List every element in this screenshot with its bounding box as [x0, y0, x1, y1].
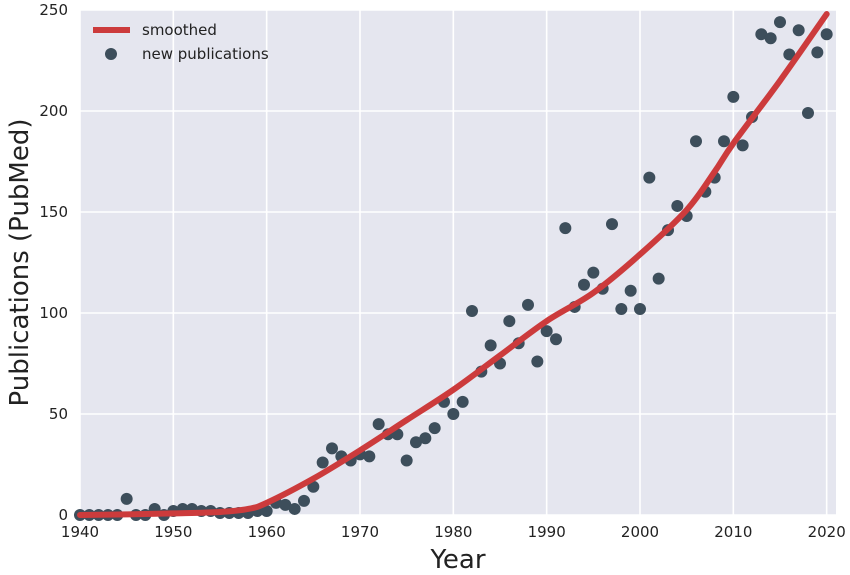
grid-lines [79, 9, 836, 516]
x-tick-label: 1940 [61, 523, 99, 541]
data-point [652, 272, 665, 285]
plot-background [80, 10, 836, 515]
x-tick-label: 1990 [528, 523, 566, 541]
data-point [811, 46, 824, 59]
data-point [643, 171, 656, 184]
data-point [550, 333, 562, 346]
data-point [279, 498, 292, 511]
x-tick-label: 1950 [154, 523, 192, 541]
data-point [484, 339, 497, 352]
data-point [447, 408, 460, 420]
series-layer [74, 11, 833, 521]
y-tick-label: 250 [39, 1, 68, 19]
data-point [587, 266, 600, 279]
data-point [615, 302, 628, 315]
data-point [503, 315, 516, 328]
data-point [531, 355, 544, 368]
x-tick-label: 1970 [341, 523, 379, 541]
data-point [559, 222, 572, 235]
data-point [316, 456, 329, 469]
legend-points-label: new publications [142, 45, 269, 63]
x-axis-title: Year [429, 545, 485, 575]
data-point [755, 28, 768, 41]
smoothed-line [77, 11, 830, 518]
x-tick-label: 1960 [248, 523, 286, 541]
data-point [690, 135, 702, 148]
data-point [727, 90, 740, 103]
data-point [298, 494, 310, 507]
data-point [522, 298, 534, 311]
x-tick-label: 1980 [434, 523, 472, 541]
data-point [419, 432, 432, 445]
y-axis-title: Publications (PubMed) [5, 119, 35, 407]
data-point [456, 395, 469, 408]
data-point [326, 442, 338, 455]
data-point [260, 504, 273, 517]
data-point [783, 48, 796, 61]
data-point [540, 325, 553, 338]
x-axis-ticks: 1940 1950 1960 1970 1980 1990 2000 2010 2020 [61, 523, 846, 541]
data-point [624, 284, 637, 297]
data-point [774, 16, 786, 29]
data-point [466, 304, 478, 317]
data-point [288, 502, 301, 515]
data-point [410, 436, 422, 449]
y-tick-label: 100 [39, 304, 68, 322]
legend-points-swatch [105, 48, 117, 60]
data-point [120, 492, 133, 505]
data-point [428, 422, 441, 435]
data-point [578, 278, 590, 291]
data-point [764, 32, 777, 45]
y-tick-label: 150 [39, 203, 68, 221]
legend: smoothed new publications [93, 21, 269, 63]
data-point [820, 28, 833, 41]
data-point [736, 139, 749, 152]
data-point [363, 450, 376, 463]
data-point [634, 302, 646, 315]
data-point [606, 218, 618, 231]
x-tick-label: 2010 [714, 523, 752, 541]
legend-smoothed-label: smoothed [142, 21, 217, 39]
y-tick-label: 0 [58, 506, 68, 524]
y-tick-label: 50 [49, 405, 68, 423]
x-tick-label: 2020 [808, 523, 846, 541]
data-point [400, 454, 413, 467]
data-point [792, 24, 805, 37]
y-axis-ticks: 0 50 100 150 200 250 [39, 1, 68, 524]
data-point [372, 418, 385, 431]
y-tick-label: 200 [39, 102, 68, 120]
data-point [718, 135, 730, 148]
data-point [671, 199, 684, 212]
data-point [802, 107, 814, 120]
x-tick-label: 2000 [621, 523, 659, 541]
